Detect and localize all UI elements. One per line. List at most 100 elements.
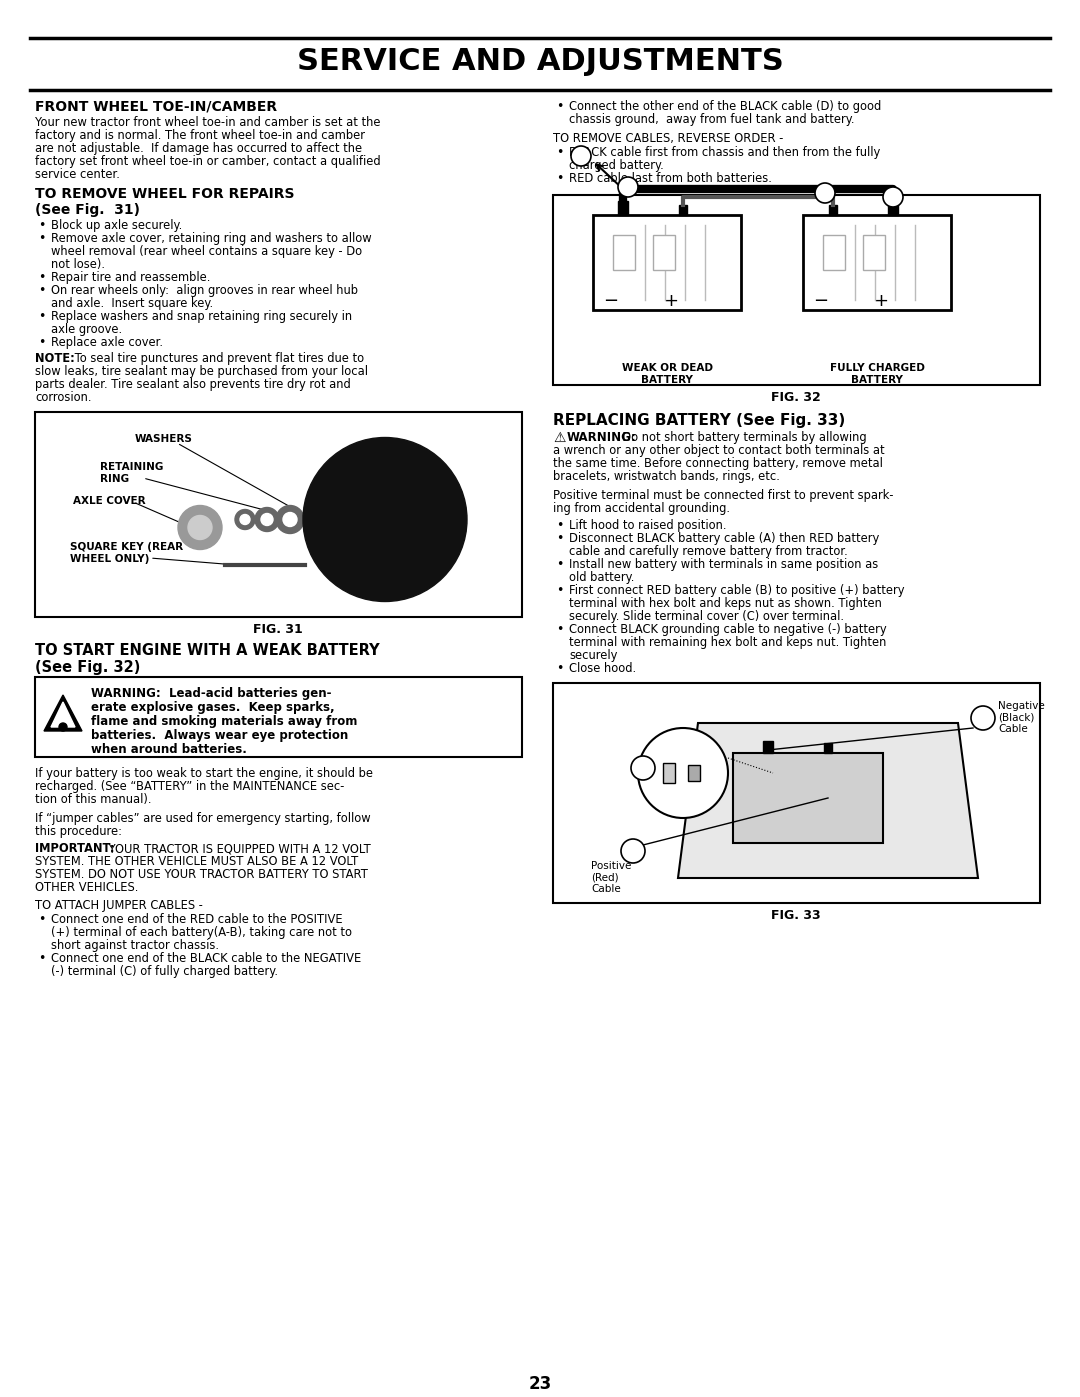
Text: the same time. Before connecting battery, remove metal: the same time. Before connecting battery… — [553, 457, 882, 469]
Text: Negative
(Black)
Cable: Negative (Black) Cable — [998, 701, 1044, 735]
Text: WARNING:: WARNING: — [567, 432, 637, 444]
Text: securely. Slide terminal cover (C) over terminal.: securely. Slide terminal cover (C) over … — [569, 610, 843, 623]
Text: factory set front wheel toe-in or camber, contact a qualified: factory set front wheel toe-in or camber… — [35, 155, 380, 168]
Text: If “jumper cables” are used for emergency starting, follow: If “jumper cables” are used for emergenc… — [35, 812, 370, 826]
Text: •: • — [556, 172, 564, 184]
Text: FIG. 31: FIG. 31 — [253, 623, 302, 636]
Text: B: B — [630, 847, 637, 856]
Text: chassis ground,  away from fuel tank and battery.: chassis ground, away from fuel tank and … — [569, 113, 854, 126]
Text: service center.: service center. — [35, 168, 120, 182]
Text: RED cable last from both batteries.: RED cable last from both batteries. — [569, 172, 772, 184]
Text: Positive terminal must be connected first to prevent spark-: Positive terminal must be connected firs… — [553, 489, 893, 502]
Text: ⚠: ⚠ — [553, 432, 566, 446]
Circle shape — [379, 514, 391, 525]
Text: (+) terminal of each battery(A-B), taking care not to: (+) terminal of each battery(A-B), takin… — [51, 926, 352, 939]
Text: FULLY CHARGED
BATTERY: FULLY CHARGED BATTERY — [829, 363, 924, 384]
Circle shape — [255, 507, 279, 531]
Text: •: • — [556, 147, 564, 159]
Circle shape — [330, 465, 438, 574]
Circle shape — [320, 454, 450, 584]
Text: Connect BLACK grounding cable to negative (-) battery: Connect BLACK grounding cable to negativ… — [569, 623, 887, 636]
Text: not lose).: not lose). — [51, 258, 105, 271]
Bar — [823, 235, 845, 270]
Bar — [733, 753, 883, 842]
Polygon shape — [44, 694, 82, 731]
Bar — [593, 215, 741, 310]
Text: IMPORTANT:: IMPORTANT: — [35, 842, 114, 855]
Text: A: A — [980, 712, 987, 724]
Bar — [863, 235, 885, 270]
Text: First connect RED battery cable (B) to positive (+) battery: First connect RED battery cable (B) to p… — [569, 584, 905, 597]
Text: slow leaks, tire sealant may be purchased from your local: slow leaks, tire sealant may be purchase… — [35, 365, 368, 379]
Circle shape — [240, 514, 249, 524]
Text: FIG. 33: FIG. 33 — [771, 909, 821, 922]
Circle shape — [638, 728, 728, 819]
Circle shape — [303, 437, 467, 602]
Text: +: + — [663, 292, 678, 310]
Text: C: C — [639, 763, 647, 773]
Text: Close hood.: Close hood. — [569, 662, 636, 675]
Circle shape — [883, 187, 903, 207]
Bar — [653, 235, 675, 270]
Text: Positive
(Red)
Cable: Positive (Red) Cable — [591, 861, 632, 894]
Circle shape — [618, 177, 638, 197]
Text: Connect one end of the RED cable to the POSITIVE: Connect one end of the RED cable to the … — [51, 914, 342, 926]
Text: AXLE COVER: AXLE COVER — [73, 496, 146, 506]
Bar — [553, 683, 1040, 902]
Text: Install new battery with terminals in same position as: Install new battery with terminals in sa… — [569, 557, 878, 571]
Text: •: • — [556, 662, 564, 675]
Text: •: • — [556, 101, 564, 113]
Text: Lift hood to raised position.: Lift hood to raised position. — [569, 520, 727, 532]
Text: batteries.  Always wear eye protection: batteries. Always wear eye protection — [91, 729, 348, 742]
Text: corrosion.: corrosion. — [35, 391, 92, 404]
Text: WARNING:  Lead-acid batteries gen-: WARNING: Lead-acid batteries gen- — [91, 687, 332, 700]
Text: •: • — [38, 337, 45, 349]
Text: SERVICE AND ADJUSTMENTS: SERVICE AND ADJUSTMENTS — [297, 47, 783, 75]
Text: WHEEL ONLY): WHEEL ONLY) — [70, 555, 149, 564]
Text: terminal with remaining hex bolt and keps nut. Tighten: terminal with remaining hex bolt and kep… — [569, 636, 887, 650]
Polygon shape — [51, 703, 75, 726]
Circle shape — [631, 756, 654, 780]
Text: SYSTEM. DO NOT USE YOUR TRACTOR BATTERY TO START: SYSTEM. DO NOT USE YOUR TRACTOR BATTERY … — [35, 868, 368, 882]
Text: NOTE:: NOTE: — [35, 352, 75, 365]
Text: •: • — [38, 219, 45, 232]
Text: Remove axle cover, retaining ring and washers to allow: Remove axle cover, retaining ring and wa… — [51, 232, 372, 244]
Text: WASHERS: WASHERS — [135, 434, 193, 444]
Text: C: C — [821, 189, 828, 198]
Circle shape — [178, 506, 222, 549]
Text: TO START ENGINE WITH A WEAK BATTERY: TO START ENGINE WITH A WEAK BATTERY — [35, 643, 380, 658]
Text: SYSTEM. THE OTHER VEHICLE MUST ALSO BE A 12 VOLT: SYSTEM. THE OTHER VEHICLE MUST ALSO BE A… — [35, 855, 359, 868]
Bar — [663, 763, 675, 782]
Text: OTHER VEHICLES.: OTHER VEHICLES. — [35, 882, 138, 894]
Text: RETAINING: RETAINING — [100, 462, 163, 472]
Text: (-) terminal (C) of fully charged battery.: (-) terminal (C) of fully charged batter… — [51, 965, 278, 978]
Circle shape — [971, 705, 995, 731]
Text: •: • — [38, 232, 45, 244]
Text: Replace washers and snap retaining ring securely in: Replace washers and snap retaining ring … — [51, 310, 352, 323]
Circle shape — [815, 183, 835, 203]
Text: −: − — [604, 292, 619, 310]
Text: Do not short battery terminals by allowing: Do not short battery terminals by allowi… — [615, 432, 866, 444]
Circle shape — [363, 497, 407, 542]
Text: •: • — [556, 584, 564, 597]
Text: short against tractor chassis.: short against tractor chassis. — [51, 939, 219, 951]
Text: bracelets, wristwatch bands, rings, etc.: bracelets, wristwatch bands, rings, etc. — [553, 469, 780, 483]
Text: and axle.  Insert square key.: and axle. Insert square key. — [51, 298, 213, 310]
Text: recharged. (See “BATTERY” in the MAINTENANCE sec-: recharged. (See “BATTERY” in the MAINTEN… — [35, 780, 345, 793]
Bar — [829, 205, 837, 215]
Text: this procedure:: this procedure: — [35, 826, 122, 838]
Circle shape — [235, 510, 255, 529]
Text: terminal with hex bolt and keps nut as shown. Tighten: terminal with hex bolt and keps nut as s… — [569, 597, 882, 610]
Text: !: ! — [59, 712, 67, 731]
Bar — [613, 235, 635, 270]
Text: (See Fig. 32): (See Fig. 32) — [35, 659, 140, 675]
Text: TO ATTACH JUMPER CABLES -: TO ATTACH JUMPER CABLES - — [35, 900, 203, 912]
Text: •: • — [38, 271, 45, 284]
Bar — [762, 740, 773, 753]
Text: wheel removal (rear wheel contains a square key - Do: wheel removal (rear wheel contains a squ… — [51, 244, 362, 258]
Text: SQUARE KEY (REAR: SQUARE KEY (REAR — [70, 542, 184, 552]
Circle shape — [373, 507, 397, 531]
Text: (See Fig.  31): (See Fig. 31) — [35, 203, 140, 217]
Circle shape — [59, 724, 67, 731]
Text: a wrench or any other object to contact both terminals at: a wrench or any other object to contact … — [553, 444, 885, 457]
